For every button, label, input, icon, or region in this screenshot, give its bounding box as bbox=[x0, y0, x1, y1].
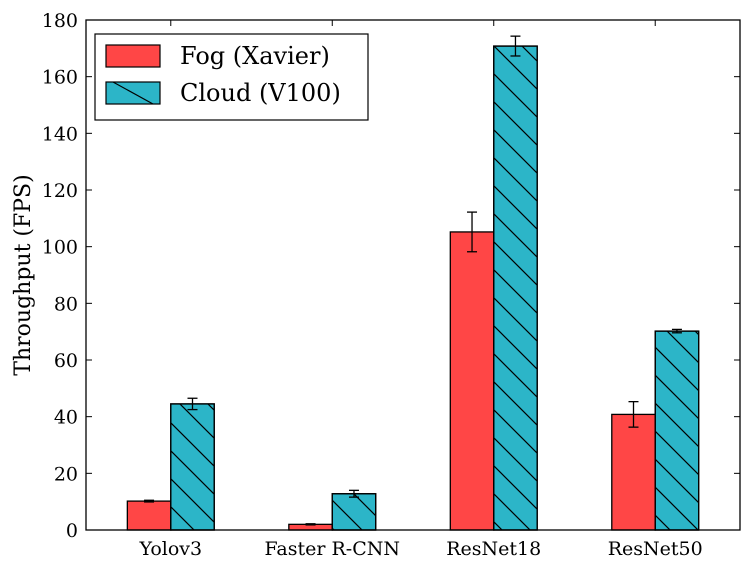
y-tick-label: 80 bbox=[54, 293, 78, 315]
x-tick-label: ResNet50 bbox=[608, 538, 703, 560]
y-tick-label: 100 bbox=[42, 237, 78, 259]
bar-fog-xavier-yolov3-error-bar bbox=[144, 499, 155, 503]
x-tick-label: Faster R-CNN bbox=[265, 538, 401, 560]
y-tick-label: 0 bbox=[66, 520, 78, 542]
bar-cloud-v100-resnet50-error-bar bbox=[671, 328, 682, 334]
y-axis-label: Throughput (FPS) bbox=[11, 174, 36, 375]
y-tick-label: 60 bbox=[54, 350, 78, 372]
x-tick-label: Yolov3 bbox=[138, 538, 202, 560]
bar-fog-xavier-resnet50 bbox=[611, 413, 656, 531]
error-bars-layer bbox=[144, 35, 682, 526]
y-tick-label: 40 bbox=[54, 407, 78, 429]
bar-cloud-v100-faster-r-cnn-hatch bbox=[331, 493, 377, 531]
y-tick-label: 20 bbox=[54, 463, 78, 485]
bar-fog-xavier-resnet18-error-bar bbox=[467, 211, 478, 253]
plot-frame bbox=[85, 19, 741, 531]
bar-fog-xavier-resnet18 bbox=[449, 231, 495, 531]
bar-cloud-v100-faster-r-cnn-error-bar bbox=[348, 489, 359, 498]
bar-cloud-v100-yolov3-hatch bbox=[170, 403, 215, 531]
bar-cloud-v100-resnet18-hatch bbox=[493, 45, 538, 531]
legend-swatch-fog-xavier bbox=[105, 44, 161, 68]
legend-label: Cloud (V100) bbox=[180, 79, 341, 107]
x-tick-label: ResNet18 bbox=[446, 538, 541, 560]
y-tick-label: 140 bbox=[42, 123, 78, 145]
x-axis: Yolov3 Faster R-CNN ResNet18 ResNet50 bbox=[138, 20, 703, 560]
bar-fog-xavier-faster-r-cnn-error-bar bbox=[305, 523, 316, 526]
y-tick-label: 160 bbox=[42, 67, 78, 89]
bar-fog-xavier-yolov3 bbox=[126, 500, 172, 531]
legend-swatch-cloud-v100-hatch bbox=[112, 81, 154, 105]
y-axis: 0 20 40 60 80 100 120 140 160 180 bbox=[42, 10, 740, 542]
legend-box bbox=[94, 33, 369, 121]
bar-cloud-v100-resnet50-hatch bbox=[654, 330, 700, 531]
legend: Fog (Xavier) Cloud (V100) bbox=[94, 33, 369, 121]
y-tick-label: 180 bbox=[42, 10, 78, 32]
bar-fog-xavier-resnet50-error-bar bbox=[628, 400, 639, 428]
bar-cloud-v100-yolov3-error-bar bbox=[187, 397, 198, 411]
legend-label: Fog (Xavier) bbox=[180, 42, 330, 70]
y-tick-label: 120 bbox=[42, 180, 78, 202]
bars-layer bbox=[126, 45, 700, 531]
bar-cloud-v100-resnet18-error-bar bbox=[510, 35, 521, 57]
